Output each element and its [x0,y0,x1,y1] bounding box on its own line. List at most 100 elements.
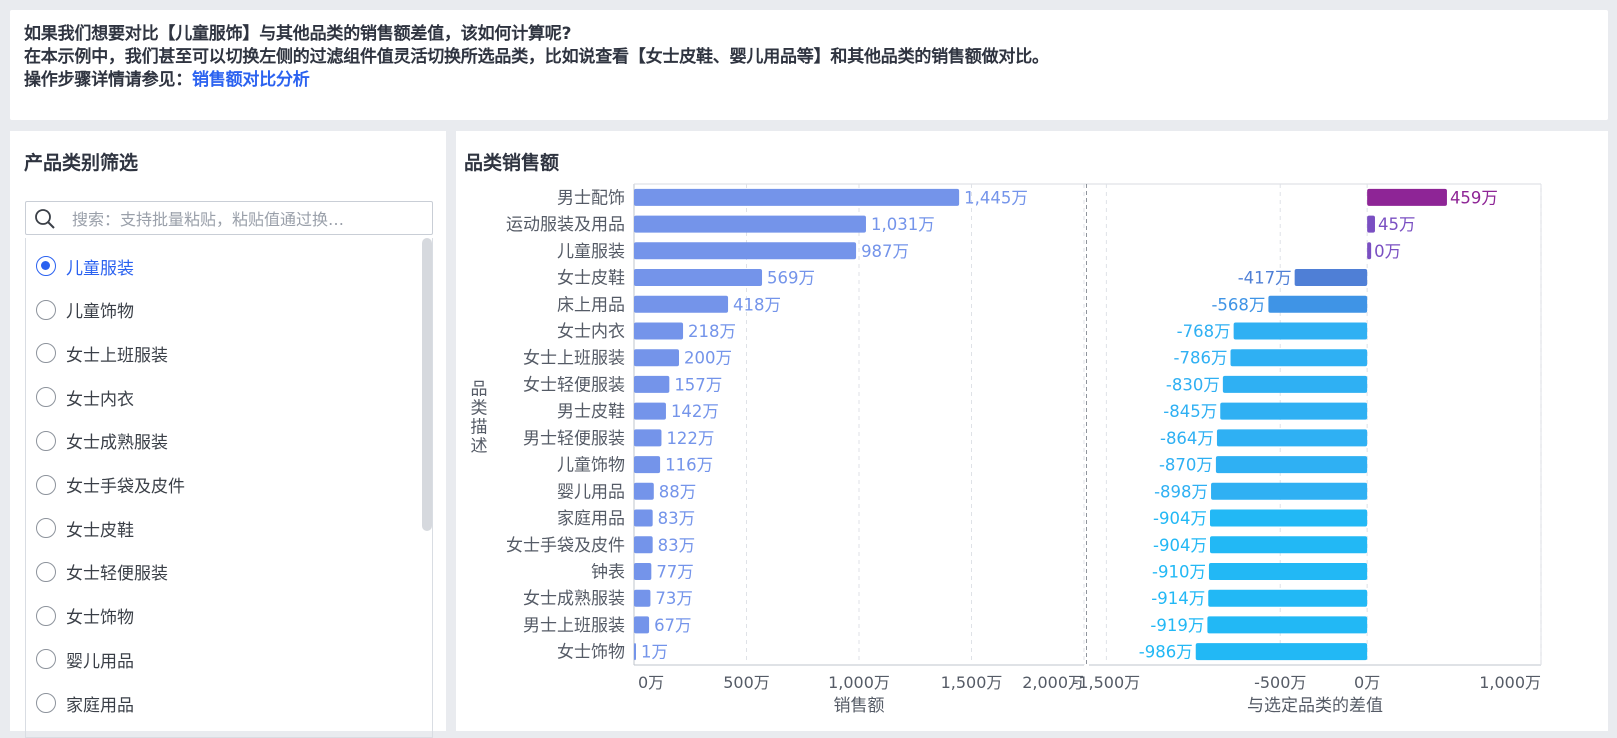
intro-line-3: 操作步骤详情请参见：销售额对比分析 [24,65,310,90]
category-label: 运动服装及用品 [506,215,625,235]
diff-bar [1220,402,1368,420]
category-options-list[interactable]: 儿童服装儿童饰物女士上班服装 女士内衣女士成熟服装 女士手袋及皮件 女士皮鞋女士轻便服… [25,238,433,738]
left-x-tick-label: 2,000万 [1022,673,1084,692]
left-x-tick-label: 0万 [638,673,664,692]
sales-value-label: 418万 [733,295,781,314]
sales-compare-link[interactable]: 销售额对比分析 [192,70,310,90]
diff-bar [1216,429,1368,447]
diff-bar [1222,375,1368,393]
option-item[interactable]: 女士内衣 [36,382,134,412]
search-icon [35,209,55,229]
sales-bar [634,429,662,447]
sales-bar [634,482,654,500]
radio-icon[interactable] [36,430,56,451]
option-item[interactable]: 女士成熟服装 [36,426,168,456]
sales-bar [634,616,650,634]
option-item[interactable]: 女士上班服装 [36,338,168,368]
diff-value-label: -910万 [1152,562,1206,581]
diff-bar [1367,242,1372,260]
option-label: 儿童饰物 [66,302,134,323]
option-label: 女士上班服装 [66,345,168,366]
intro-line-2: 在本示例中，我们甚至可以切换左侧的过滤组件值灵活切换所选品类，比如说查看【女士皮… [24,47,1049,67]
diff-bar [1208,589,1368,607]
sales-value-label: 88万 [659,482,697,501]
option-item[interactable]: 儿童服装 [36,251,134,281]
diff-bar [1233,322,1368,340]
y-axis-title-char: 描 [471,418,488,438]
diff-bar [1211,482,1368,500]
diff-value-label: -417万 [1238,269,1292,288]
sales-value-label: 1,031万 [871,215,935,234]
sales-value-label: 987万 [861,242,909,261]
diff-value-label: -768万 [1177,322,1231,341]
category-label: 儿童服装 [557,242,625,262]
sales-bar [634,456,661,474]
option-item[interactable]: 儿童饰物 [36,295,134,325]
right-x-tick-label: 1,000万 [1479,673,1541,692]
description-panel: 如果我们想要对比【儿童服饰】与其他品类的销售额差值，该如何计算呢? 在本示例中，… [10,10,1608,120]
sales-bar [634,562,652,580]
diff-value-label: -786万 [1174,349,1228,368]
radio-icon[interactable] [36,561,56,582]
radio-icon[interactable] [36,649,56,670]
sales-value-label: 142万 [671,402,719,421]
option-item[interactable]: 女士皮鞋 [36,513,134,543]
diff-bar [1215,456,1368,474]
diff-bar [1208,562,1368,580]
option-label: 女士皮鞋 [66,520,134,541]
sales-bar [634,215,866,233]
right-x-axis-title: 与选定品类的差值 [1247,696,1383,716]
list-scrollbar[interactable] [422,238,432,531]
radio-icon[interactable] [36,343,56,364]
diff-value-label: 459万 [1450,188,1498,207]
sales-bar [634,509,653,527]
category-label: 女士轻便服装 [523,375,625,395]
option-label: 婴儿用品 [66,651,134,672]
sales-bar [634,269,763,287]
option-item[interactable]: 女士饰物 [36,601,134,631]
diff-value-label: -845万 [1163,402,1217,421]
radio-icon[interactable] [36,693,56,713]
diff-bar [1367,215,1375,233]
sales-value-label: 1,445万 [964,188,1028,207]
radio-icon[interactable] [36,387,56,408]
option-label: 女士内衣 [66,389,134,410]
sales-bar [634,643,636,661]
sales-value-label: 83万 [658,536,696,555]
sales-value-label: 569万 [767,269,815,288]
option-label: 女士手袋及皮件 [66,477,185,497]
sales-value-label: 122万 [666,429,714,448]
radio-selected-icon[interactable] [36,256,56,276]
option-item[interactable]: 女士手袋及皮件 [36,470,185,500]
option-item[interactable]: 女士轻便服装 [36,557,168,587]
diff-value-label: -864万 [1160,429,1214,448]
category-label: 女士内衣 [557,322,625,342]
sales-value-label: 77万 [656,562,694,581]
sales-value-label: 200万 [684,349,732,368]
category-label: 男士配饰 [557,188,625,208]
option-item[interactable]: 家庭用品 [36,688,134,718]
sales-bar [634,322,684,340]
radio-icon[interactable] [36,299,56,320]
radio-icon[interactable] [36,518,56,539]
option-item[interactable]: 婴儿用品 [36,644,134,674]
diff-bar [1195,643,1368,661]
sales-bar [634,188,960,206]
radio-icon[interactable] [36,605,56,626]
sales-bar [634,536,653,554]
left-x-tick-label: 1,000万 [828,673,890,692]
search-input[interactable] [70,206,424,232]
option-label: 女士成熟服装 [66,433,168,454]
intro-line-3-prefix: 操作步骤详情请参见： [24,70,192,90]
y-axis-title-char: 品 [471,380,488,400]
radio-icon[interactable] [36,474,56,495]
diff-bar [1207,616,1368,634]
option-label: 家庭用品 [66,695,134,716]
diff-bar [1209,509,1368,527]
category-label: 男士轻便服装 [523,429,625,449]
category-label: 家庭用品 [557,509,625,529]
diff-value-label: -904万 [1153,536,1207,555]
category-label: 女士手袋及皮件 [506,536,625,556]
search-box[interactable] [25,201,433,235]
